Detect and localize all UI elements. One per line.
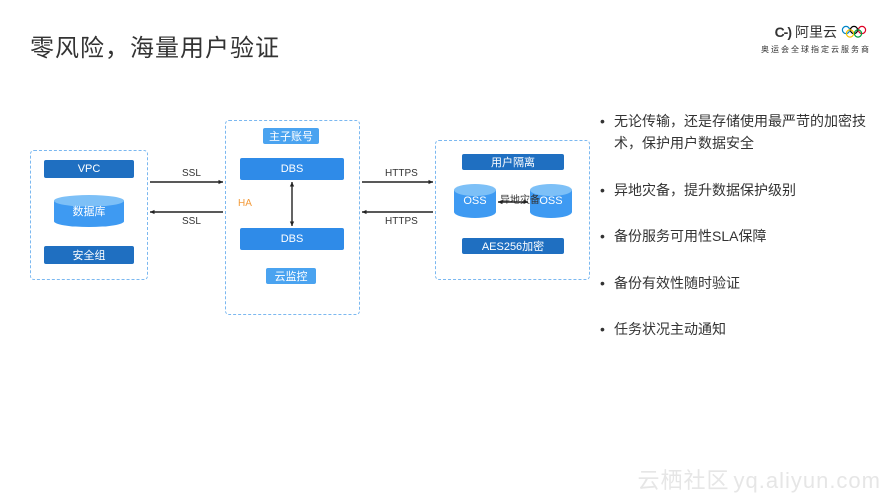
node-vpc: VPC <box>44 160 134 178</box>
arrow-4 <box>286 176 298 232</box>
olympic-rings-icon <box>841 25 871 39</box>
bullet-item: 异地灾备，提升数据保护级别 <box>600 179 870 201</box>
node-aes: AES256加密 <box>462 238 564 254</box>
node-secgrp: 安全组 <box>44 246 134 264</box>
bullet-item: 备份有效性随时验证 <box>600 272 870 294</box>
arrow-0 <box>144 176 229 188</box>
logo-area: C-) 阿里云 奥运会全球指定云服务商 <box>761 22 871 55</box>
node-main_acct: 主子账号 <box>263 128 319 144</box>
arrow-5 <box>492 196 534 208</box>
node-oss1: OSS <box>454 184 496 218</box>
logo-mark-icon: C-) <box>775 24 791 40</box>
page-title: 零风险，海量用户验证 <box>30 28 280 63</box>
node-db_cyl: 数据库 <box>54 195 124 227</box>
logo-subtitle: 奥运会全球指定云服务商 <box>761 44 871 55</box>
architecture-diagram: VPC 数据库安全组主子账号DBSDBS云监控用户隔离 OSS OSSAES25… <box>30 120 590 330</box>
arrow-3 <box>356 206 439 218</box>
bullet-list: 无论传输，还是存储使用最严苛的加密技术，保护用户数据安全异地灾备，提升数据保护级… <box>600 110 870 364</box>
logo-brand: 阿里云 <box>795 22 837 42</box>
watermark: 云栖社区yq.aliyun.com <box>637 463 881 495</box>
bullet-item: 任务状况主动通知 <box>600 318 870 340</box>
node-cloud_mon: 云监控 <box>266 268 316 284</box>
arrow-2 <box>356 176 439 188</box>
label-ha: HA <box>238 198 252 209</box>
bullet-item: 无论传输，还是存储使用最严苛的加密技术，保护用户数据安全 <box>600 110 870 155</box>
node-user_iso: 用户隔离 <box>462 154 564 170</box>
bullet-item: 备份服务可用性SLA保障 <box>600 225 870 247</box>
arrow-1 <box>144 206 229 218</box>
